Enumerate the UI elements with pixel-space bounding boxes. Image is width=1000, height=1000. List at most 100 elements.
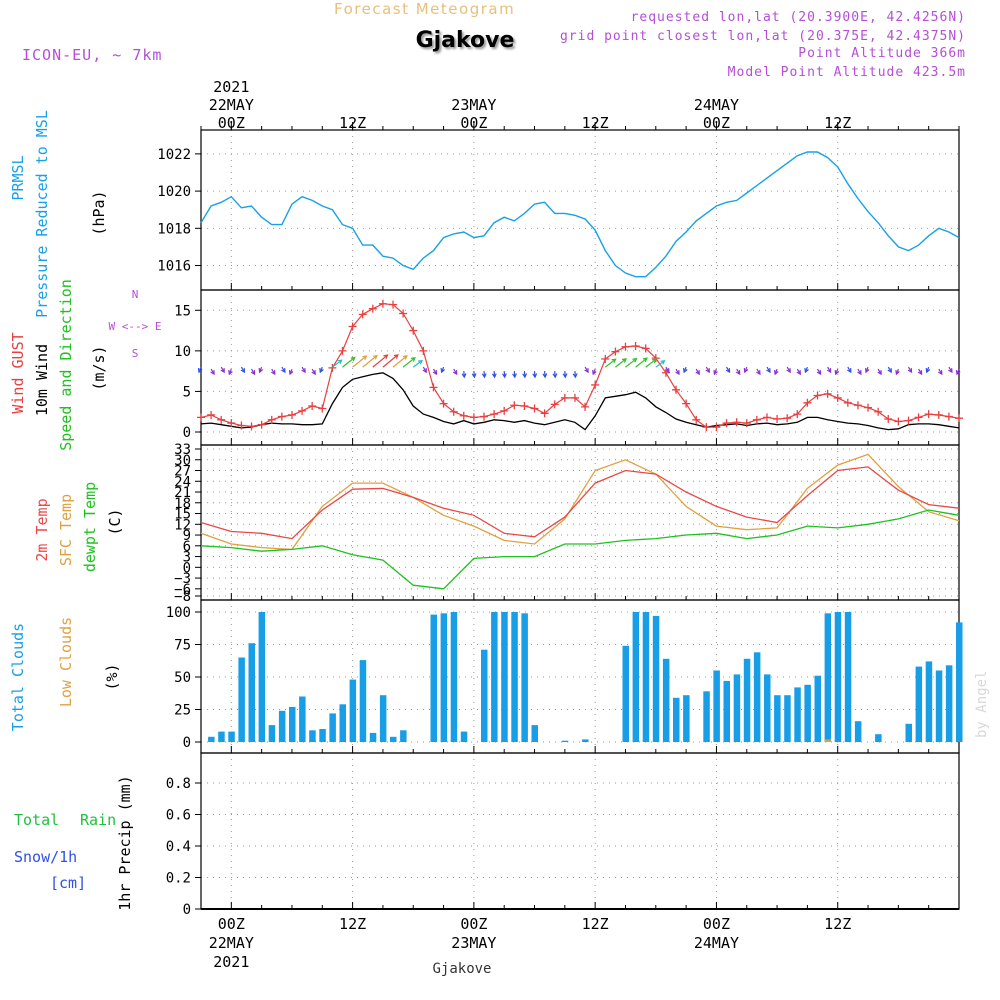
top-x-tick-label: 00Z [703, 114, 730, 132]
wind-arrow-head [432, 370, 438, 376]
cloud-bar [278, 710, 286, 742]
wind-axis-unit: (m/s) [90, 345, 108, 390]
wind-arrow [625, 358, 637, 368]
series-line-dewpt-temp [200, 509, 960, 590]
watermark: by Angel [974, 671, 990, 738]
cloud-bar [774, 695, 781, 742]
series-line-prmsl [200, 151, 960, 278]
wind-gust-point [207, 410, 216, 419]
low-cloud-bar [824, 739, 832, 742]
y-tick-label: 10 [174, 344, 191, 360]
chart-title: Gjakove [415, 28, 515, 53]
top-x-tick-label: 12Z [339, 114, 366, 132]
wind-gust-point [712, 423, 721, 432]
y-tick-label: 30 [174, 453, 191, 469]
wind-arrow-head [383, 354, 389, 360]
wind-gust-point [197, 413, 205, 422]
wind-arrow-head [452, 370, 458, 376]
wind-gust-point [833, 393, 842, 402]
cloud-bar [905, 723, 912, 742]
wind-arrow-head [786, 368, 791, 374]
y-tick-label: 15 [174, 507, 191, 523]
wind-arrow-head [877, 370, 882, 376]
wind-arrow-head [522, 373, 528, 379]
y-tick-label: 1018 [157, 221, 191, 237]
wind-arrow [655, 360, 665, 368]
cloud-axis-title-total: Total Clouds [9, 623, 27, 731]
wind-gust-point [479, 412, 488, 421]
wind-gust-point [591, 380, 600, 389]
cloud-bar [460, 731, 468, 742]
wind-gust-point [722, 419, 731, 428]
wind-gust-point [843, 398, 852, 407]
wind-arrow-head [240, 368, 246, 374]
cloud-bar [289, 706, 296, 742]
wind-arrow-head [660, 359, 666, 365]
cloud-bar [379, 695, 387, 742]
top-x-tick-label: 12Z [582, 114, 609, 132]
cloud-bar [390, 736, 397, 742]
wind-arrow-head [471, 373, 477, 379]
wind-arrow-head [834, 370, 840, 376]
wind-gust-point [237, 421, 246, 430]
cloud-bar [713, 670, 720, 742]
bottom-x-date-label: 24MAY [694, 934, 739, 952]
wind-gust-point [358, 310, 367, 319]
temp-axis-unit: (C) [106, 508, 124, 535]
wind-gust-point [439, 399, 448, 408]
precip-legend-unit: [cm] [50, 874, 86, 892]
wind-gust-point [955, 414, 963, 423]
precip-legend-total: Total [14, 811, 59, 829]
wind-gust-point [823, 389, 832, 398]
wind-gust-point [641, 344, 650, 353]
wind-arrow-head [675, 370, 680, 376]
wind-gust-point [601, 354, 610, 363]
wind-gust-point [682, 399, 691, 408]
wind-arrow-head [826, 368, 832, 374]
cloud-bar [622, 645, 629, 742]
wind-arrow-head [651, 358, 657, 364]
wind-arrow-head [847, 368, 852, 374]
bottom-x-tick-label: 12Z [339, 915, 366, 933]
wind-arrow-head [683, 368, 688, 374]
wind-arrow-head [562, 373, 568, 379]
wind-gust-point [520, 402, 529, 411]
compass-south: S [132, 347, 139, 360]
wind-arrow-head [917, 370, 923, 376]
y-tick-label: 25 [174, 703, 191, 719]
bottom-x-tick-label: 00Z [703, 915, 730, 933]
y-tick-label: 1020 [157, 184, 191, 200]
wind-arrow-head [532, 373, 538, 379]
y-tick-label: 1016 [157, 259, 191, 275]
temp-axis-title-sfc: SFC Temp [57, 494, 75, 566]
wind-arrow-head [816, 370, 822, 376]
wind-arrow-head [642, 357, 648, 363]
wind-gust-point [884, 415, 893, 424]
top-x-tick-label: 00Z [460, 114, 487, 132]
wind-arrow [645, 358, 657, 368]
panel-frame [200, 289, 960, 446]
y-tick-label: 0 [183, 425, 191, 441]
cloud-bar [804, 684, 811, 742]
cloud-bar [339, 704, 346, 742]
wind-arrow-head [440, 368, 445, 374]
cloud-bar [723, 680, 730, 742]
cloud-bar [218, 731, 225, 742]
wind-arrow-head [210, 370, 215, 376]
wind-gust-point [267, 415, 276, 424]
cloud-bar [875, 734, 882, 742]
wind-gust-point [469, 413, 478, 422]
wind-arrow-head [804, 368, 809, 374]
wind-arrow-head [695, 370, 700, 376]
wind-arrow-head [542, 373, 548, 379]
wind-arrow-head [491, 373, 497, 379]
y-tick-label: 0.4 [166, 839, 191, 855]
panel-precip: 0 0.2 0.4 0.6 0.8 [166, 752, 960, 918]
cloud-bar [582, 739, 589, 742]
wind-arrow-head [735, 370, 741, 376]
wind-gust-point [287, 410, 296, 419]
wind-arrow [382, 354, 399, 368]
wind-arrow [352, 355, 367, 368]
precip-legend-rain: Rain [80, 811, 116, 829]
